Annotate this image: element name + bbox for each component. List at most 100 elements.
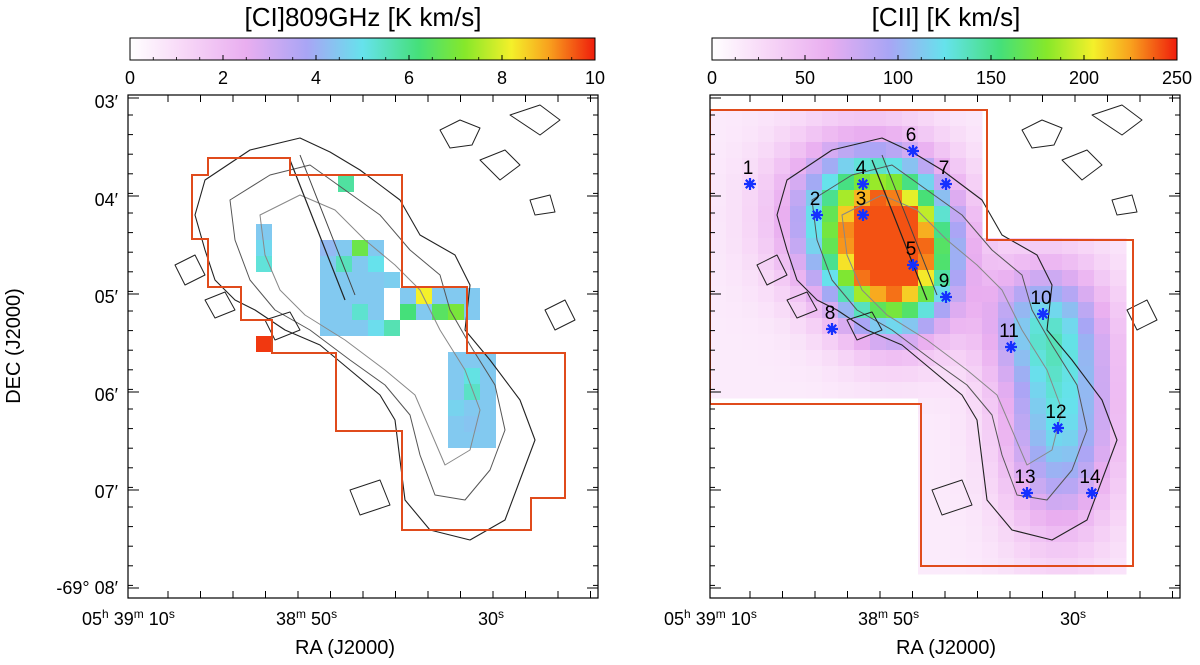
- heatmap-pixel: [998, 382, 1015, 399]
- position-marker-5: 5: [906, 239, 919, 271]
- heatmap-pixel: [1046, 334, 1063, 351]
- y-tick-label: 05′: [95, 287, 119, 307]
- heatmap-pixel: [726, 382, 743, 399]
- heatmap-pixel: [1078, 286, 1095, 303]
- heatmap-pixel: [726, 190, 743, 207]
- heatmap-pixel: [918, 270, 935, 287]
- heatmap-pixel: [1062, 318, 1079, 335]
- position-marker-13: 13: [1014, 467, 1036, 499]
- heatmap-pixel: [886, 142, 903, 159]
- heatmap-pixel: [1078, 398, 1095, 415]
- heatmap-pixel: [822, 222, 839, 239]
- heatmap-pixel: [966, 478, 983, 495]
- position-marker-11: 11: [999, 321, 1019, 353]
- heatmap-pixel: [854, 302, 871, 319]
- heatmap-pixel: [870, 222, 887, 239]
- contour-island: [931, 479, 973, 516]
- heatmap-pixel: [966, 286, 983, 303]
- heatmap-pixel: [870, 366, 887, 383]
- heatmap-pixel: [790, 174, 807, 191]
- position-label: 11: [999, 321, 1019, 342]
- heatmap-pixel: [1030, 430, 1047, 447]
- heatmap-pixel: [918, 318, 935, 335]
- heatmap-pixel: [982, 446, 999, 463]
- y-tick-label: -69° 08′: [56, 578, 118, 598]
- heatmap-pixel: [726, 334, 743, 351]
- heatmap-pixel: [982, 430, 999, 447]
- heatmap-pixel: [1078, 462, 1095, 479]
- heatmap-pixel: [464, 368, 480, 384]
- heatmap-pixel: [822, 302, 839, 319]
- heatmap-pixel: [886, 238, 903, 255]
- heatmap-pixel: [774, 382, 791, 399]
- heatmap-pixel: [1062, 334, 1079, 351]
- heatmap-pixel: [1062, 510, 1079, 527]
- heatmap-pixel: [1094, 510, 1111, 527]
- heatmap-pixel: [806, 110, 823, 127]
- panel-cii-xlabel: RA (J2000): [896, 637, 996, 659]
- heatmap-pixel: [1110, 350, 1127, 367]
- heatmap-pixel: [822, 366, 839, 383]
- heatmap-pixel: [774, 350, 791, 367]
- heatmap-pixel: [790, 142, 807, 159]
- heatmap-pixel: [464, 384, 480, 400]
- heatmap-pixel: [774, 302, 791, 319]
- heatmap-pixel: [1062, 398, 1079, 415]
- heatmap-pixel: [1062, 238, 1079, 255]
- heatmap-pixel: [902, 350, 919, 367]
- heatmap-pixel: [1030, 398, 1047, 415]
- heatmap-pixel: [998, 318, 1015, 335]
- panel-ci-colorbar-ticks: 0 2 4 6 8 10: [125, 55, 605, 88]
- heatmap-pixel: [966, 350, 983, 367]
- heatmap-pixel: [806, 142, 823, 159]
- heatmap-pixel: [918, 334, 935, 351]
- heatmap-pixel: [934, 446, 951, 463]
- panel-ci: [CI]809GHz [K km/s] 0 2 4 6 8 10 03′ 04′ 05′ …: [3, 2, 605, 659]
- heatmap-pixel: [950, 302, 967, 319]
- heatmap-pixel: [742, 158, 759, 175]
- heatmap-pixel: [1014, 430, 1031, 447]
- heatmap-pixel: [934, 510, 951, 527]
- position-label: 5: [906, 239, 917, 260]
- heatmap-pixel: [432, 304, 448, 320]
- heatmap-pixel: [838, 110, 855, 127]
- heatmap-pixel: [806, 350, 823, 367]
- panel-ci-frame: [127, 94, 599, 599]
- heatmap-pixel: [758, 126, 775, 143]
- heatmap-pixel: [758, 334, 775, 351]
- heatmap-pixel: [854, 254, 871, 271]
- heatmap-pixel: [902, 206, 919, 223]
- heatmap-pixel: [1046, 526, 1063, 543]
- asterisk-icon: [907, 145, 919, 157]
- heatmap-pixel: [934, 142, 951, 159]
- heatmap-pixel: [934, 238, 951, 255]
- position-marker-1: 1: [743, 158, 756, 190]
- colorbar-tick-label: 8: [497, 68, 507, 88]
- heatmap-pixel: [790, 270, 807, 287]
- heatmap-pixel: [806, 174, 823, 191]
- heatmap-pixel: [950, 142, 967, 159]
- heatmap-pixel: [1062, 270, 1079, 287]
- heatmap-pixel: [806, 382, 823, 399]
- heatmap-pixel: [902, 238, 919, 255]
- heatmap-pixel: [950, 286, 967, 303]
- heatmap-pixel: [1078, 526, 1095, 543]
- heatmap-pixel: [950, 334, 967, 351]
- heatmap-pixel: [902, 302, 919, 319]
- heatmap-pixel: [256, 256, 272, 272]
- heatmap-pixel: [854, 270, 871, 287]
- heatmap-pixel: [934, 526, 951, 543]
- heatmap-pixel: [950, 190, 967, 207]
- heatmap-pixel: [726, 110, 743, 127]
- heatmap-pixel: [870, 350, 887, 367]
- heatmap-pixel: [726, 350, 743, 367]
- heatmap-pixel: [742, 110, 759, 127]
- panel-ci-x-tick-labels: 05h 39m 10s 38m 50s 30s: [82, 607, 504, 629]
- heatmap-pixel: [1014, 350, 1031, 367]
- heatmap-pixel: [982, 462, 999, 479]
- heatmap-pixel: [742, 382, 759, 399]
- heatmap-pixel: [710, 254, 727, 271]
- heatmap-pixel: [758, 206, 775, 223]
- heatmap-pixel: [950, 542, 967, 559]
